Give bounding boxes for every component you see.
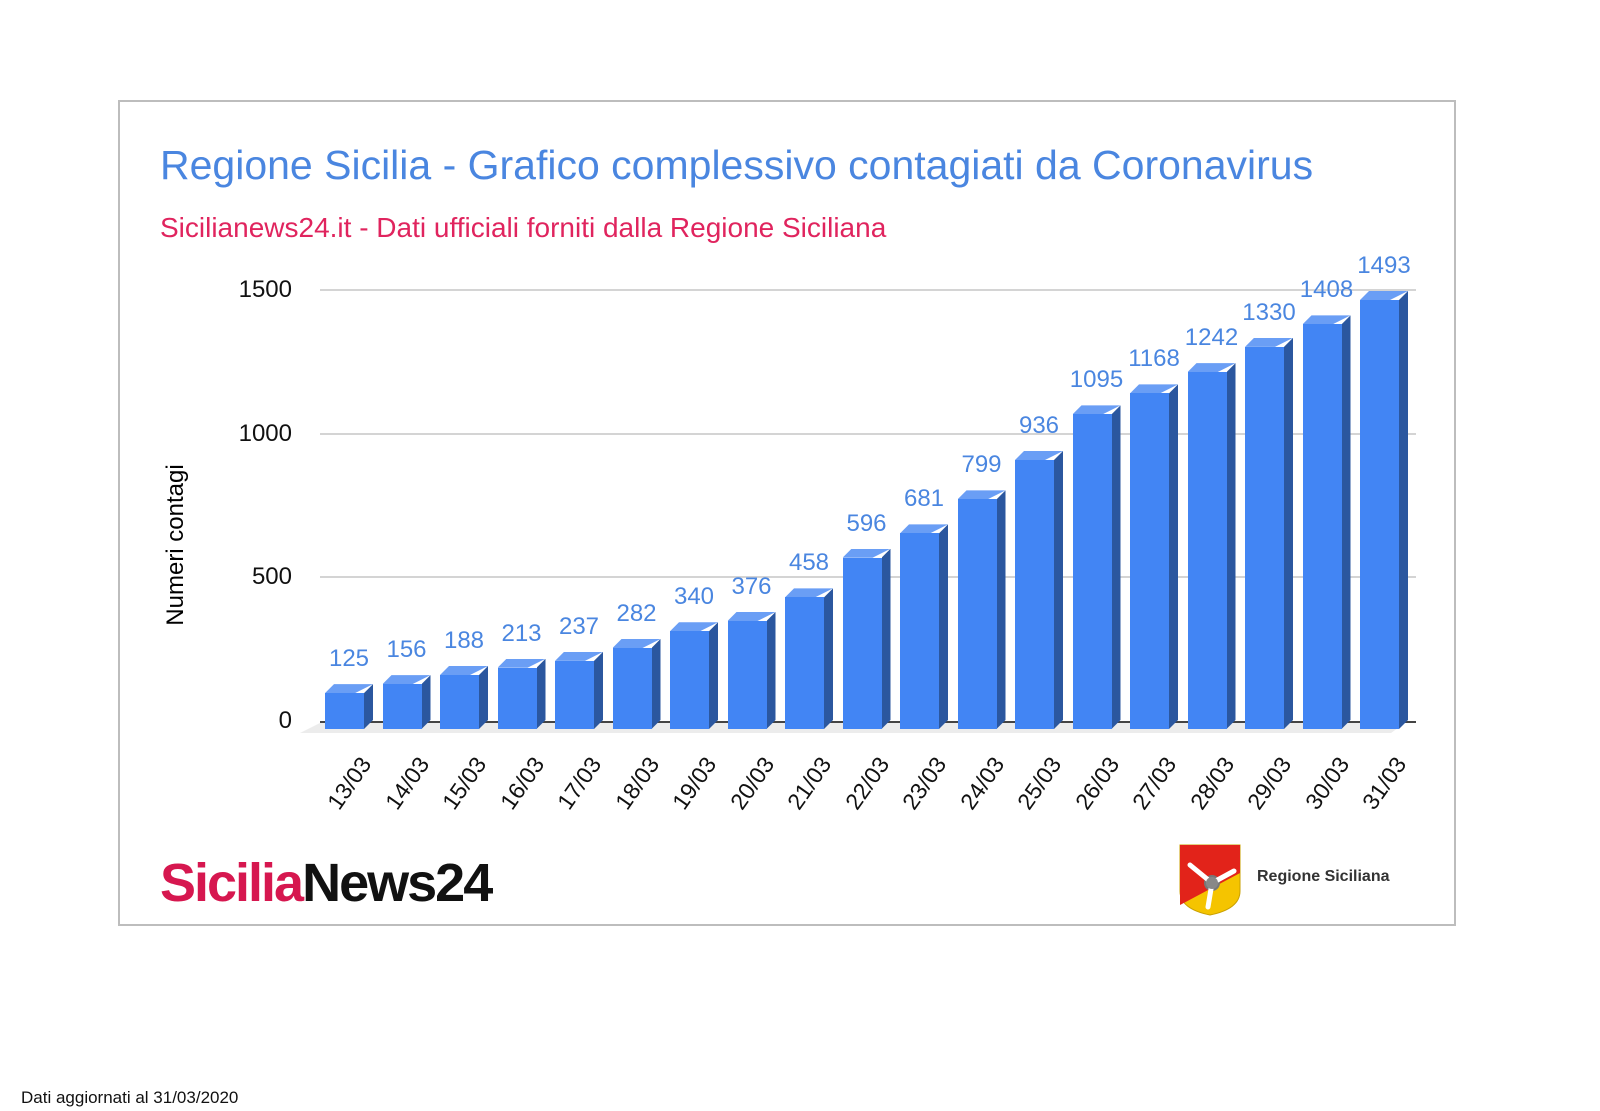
data-label: 1242 xyxy=(1184,324,1239,352)
bar xyxy=(382,675,431,729)
bar xyxy=(1302,315,1351,729)
data-label: 458 xyxy=(788,549,830,577)
bar xyxy=(1360,291,1408,729)
logo-sicilia-text: Sicilia xyxy=(160,853,304,913)
gridline xyxy=(320,432,1416,435)
data-label: 1330 xyxy=(1242,298,1296,326)
sicilianews24-logo: SiciliaNews24 xyxy=(160,852,493,914)
data-label: 1168 xyxy=(1128,345,1180,373)
y-tick-label: 1500 xyxy=(238,276,292,303)
bar xyxy=(1245,337,1293,729)
bar xyxy=(1187,363,1236,729)
data-label: 799 xyxy=(961,451,1002,479)
footer-update-note: Dati aggiornati al 31/03/2020 xyxy=(21,1088,239,1107)
bar xyxy=(1015,451,1063,729)
data-label: 125 xyxy=(328,645,370,673)
data-label: 188 xyxy=(443,626,485,654)
bar xyxy=(1130,384,1178,729)
data-label: 156 xyxy=(386,636,427,664)
y-tick-label: 0 xyxy=(278,707,292,734)
data-label: 1408 xyxy=(1299,276,1354,304)
chart-subtitle: Sicilianews24.it - Dati ufficiali fornit… xyxy=(160,212,887,243)
bar xyxy=(440,665,488,729)
bar xyxy=(727,611,776,729)
bar xyxy=(1072,405,1121,729)
data-label: 1095 xyxy=(1069,366,1124,394)
bar xyxy=(957,490,1006,729)
data-label: 282 xyxy=(616,599,657,627)
logo-news24-text: News24 xyxy=(302,853,493,913)
data-label: 213 xyxy=(501,619,542,647)
data-label: 1493 xyxy=(1357,252,1411,279)
bar xyxy=(497,658,546,729)
regione-siciliana-text: Regione Siciliana xyxy=(1257,868,1390,885)
gridline xyxy=(320,289,1416,291)
regione-siciliana-crest-icon xyxy=(1179,844,1241,916)
y-axis-label: Numeri contagi xyxy=(162,464,189,626)
data-label: 936 xyxy=(1018,412,1060,440)
bar xyxy=(785,588,833,729)
data-label: 596 xyxy=(846,509,887,537)
bar xyxy=(325,684,373,729)
data-label: 376 xyxy=(731,572,772,600)
bar xyxy=(670,622,718,729)
data-label: 340 xyxy=(673,583,715,611)
data-label: 681 xyxy=(903,485,945,513)
bar xyxy=(842,548,891,729)
bar xyxy=(900,524,948,729)
y-tick-label: 1000 xyxy=(238,419,292,447)
bar xyxy=(612,638,661,729)
chart-title: Regione Sicilia - Grafico complessivo co… xyxy=(160,142,1314,188)
bar xyxy=(555,651,603,729)
data-label: 237 xyxy=(558,612,600,640)
y-tick-label: 500 xyxy=(251,563,292,591)
